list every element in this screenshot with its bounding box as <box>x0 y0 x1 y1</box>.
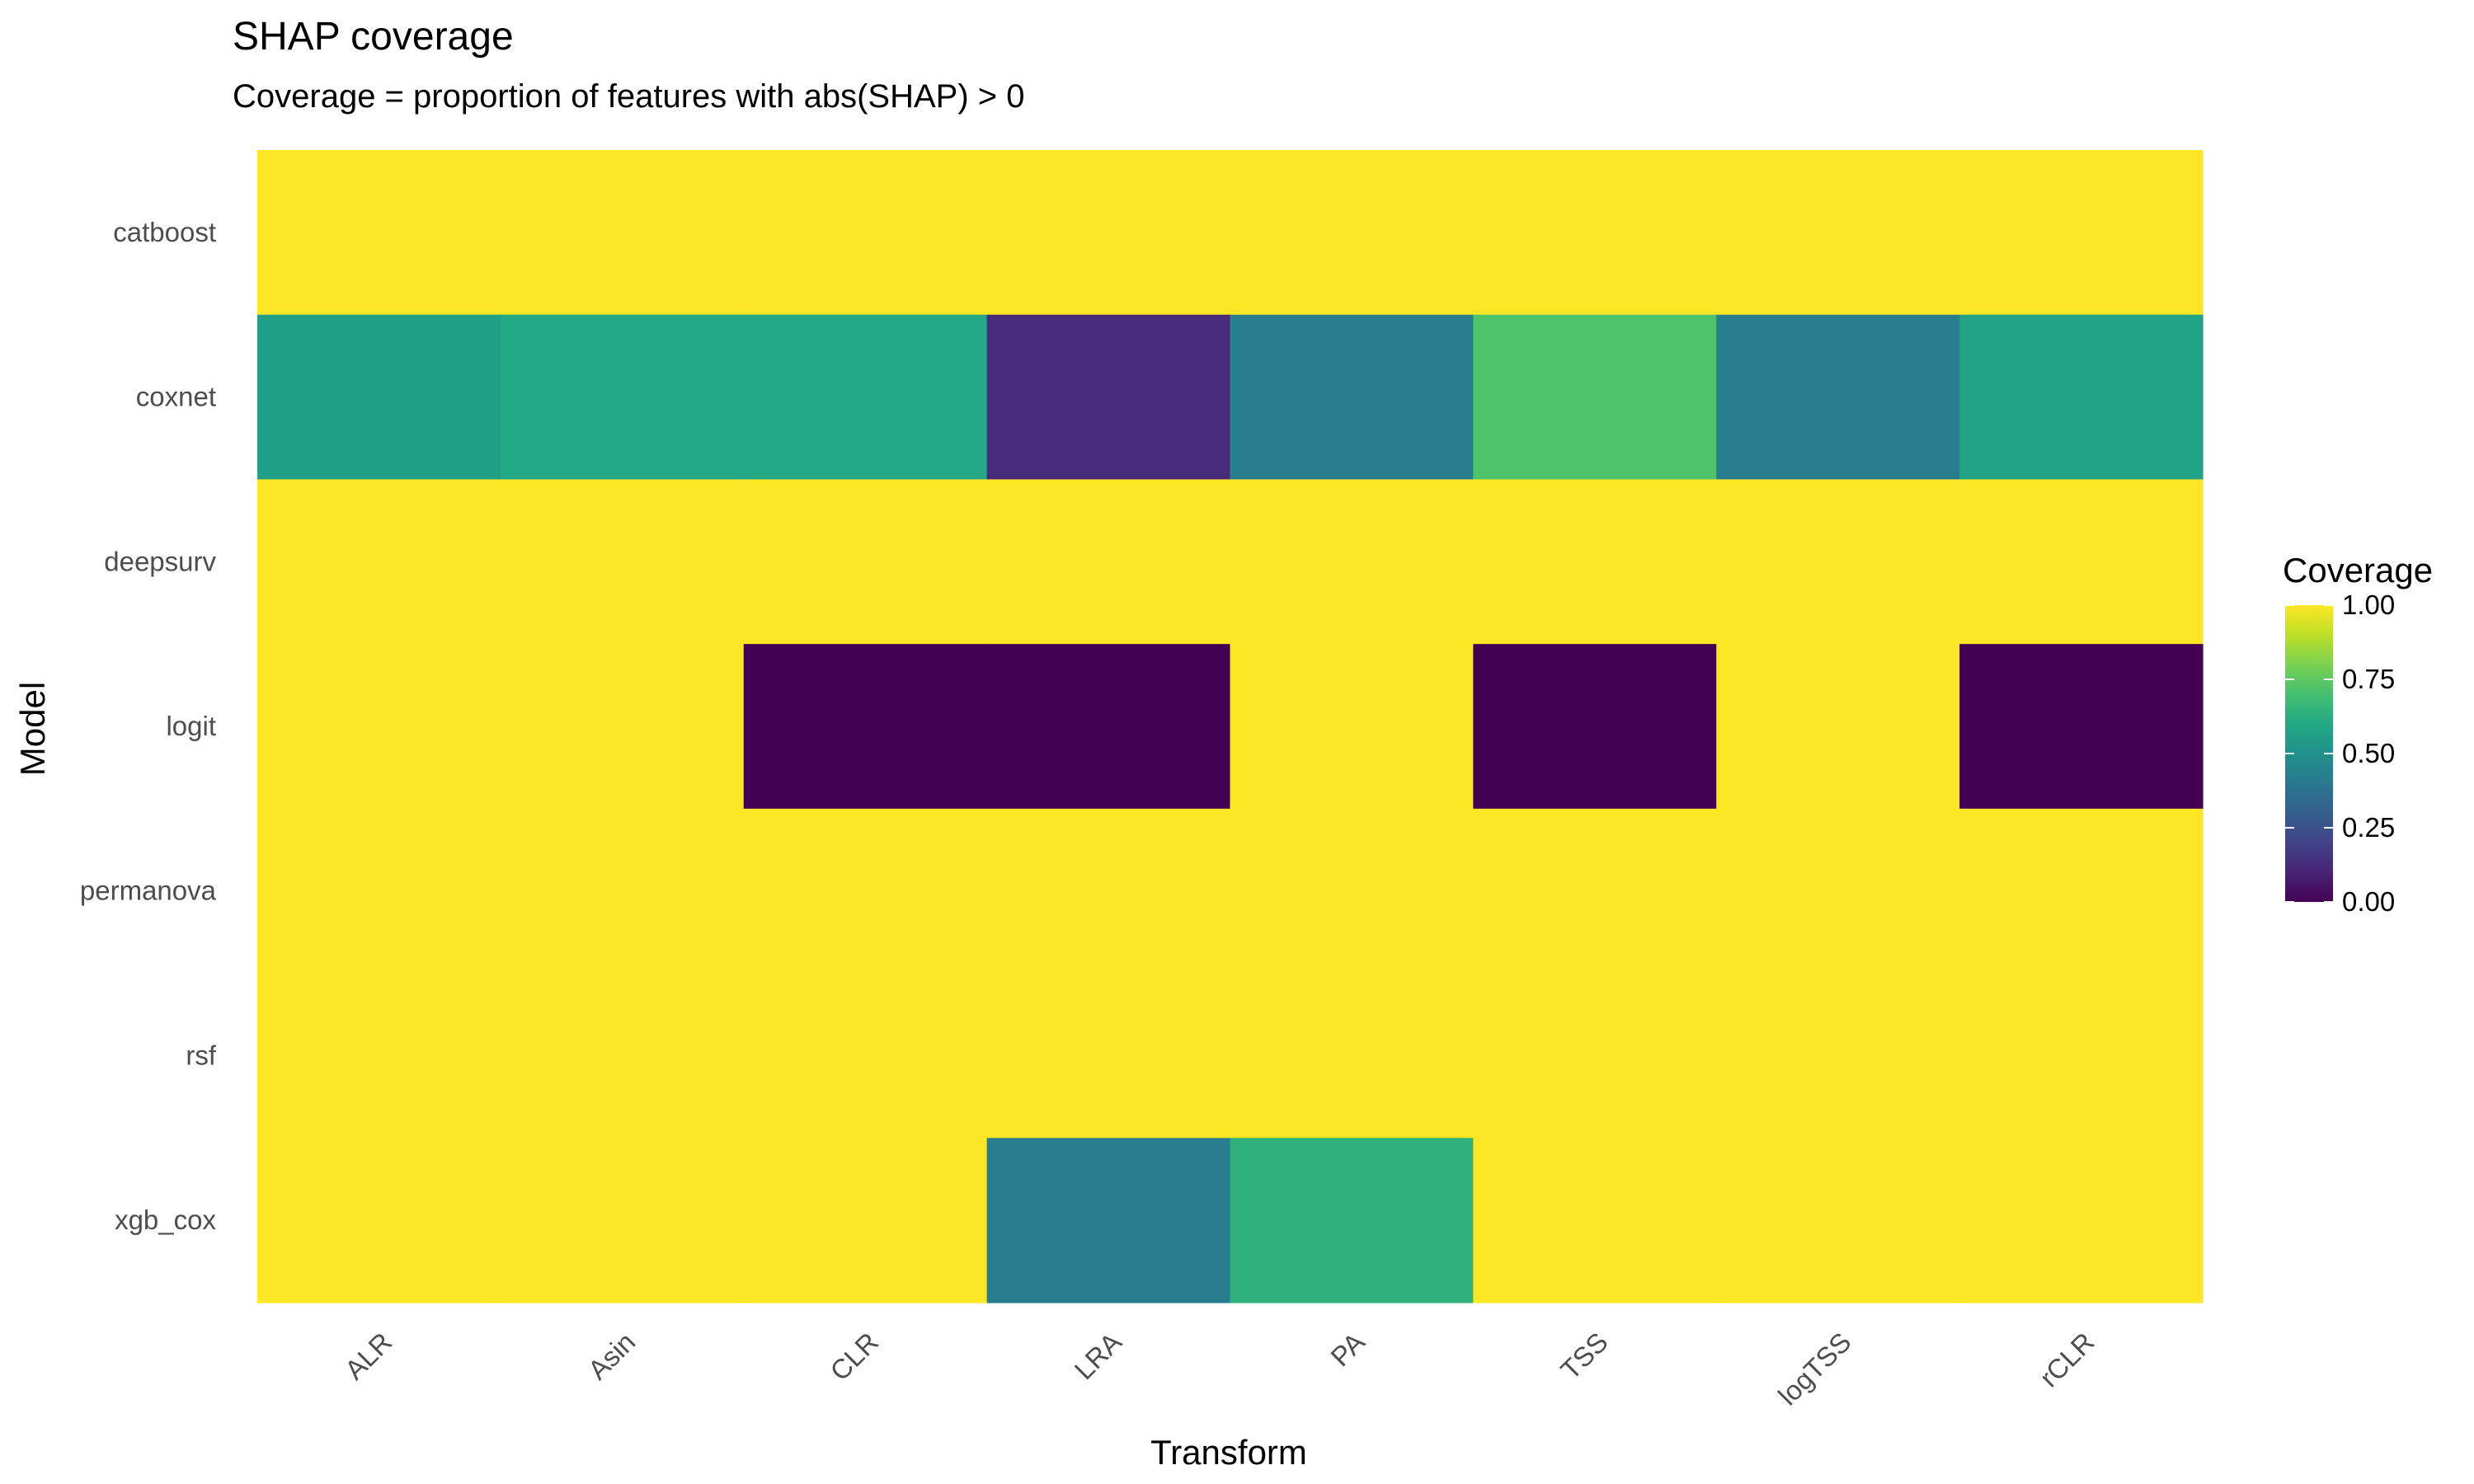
heatmap-cell-logit-logTSS <box>1716 644 1960 810</box>
heatmap-cell-coxnet-TSS <box>1473 314 1717 481</box>
heatmap-cell-coxnet-rCLR <box>1959 314 2204 481</box>
heatmap-cell-deepsurv-rCLR <box>1959 479 2204 645</box>
y-tick-label: xgb_cox <box>115 1205 216 1235</box>
x-tick-label: Asin <box>582 1327 642 1386</box>
heatmap-cell-deepsurv-CLR <box>743 479 988 645</box>
heatmap-cell-xgb_cox-PA <box>1230 1138 1474 1303</box>
heatmap-cell-coxnet-CLR <box>743 314 988 481</box>
heatmap-cell-logit-LRA <box>986 644 1231 810</box>
legend-tick-label: 1.00 <box>2342 589 2395 620</box>
heatmap-cell-logit-rCLR <box>1959 644 2204 810</box>
heatmap-cell-rsf-CLR <box>743 973 988 1139</box>
legend-tick-label: 0.00 <box>2342 886 2395 917</box>
x-tick-label: LRA <box>1068 1327 1127 1386</box>
heatmap-cell-xgb_cox-Asin <box>500 1138 745 1303</box>
heatmap-cell-deepsurv-LRA <box>986 479 1231 645</box>
x-tick-label: rCLR <box>2034 1327 2100 1393</box>
heatmap-cell-logit-TSS <box>1473 644 1717 810</box>
heatmap-cell-xgb_cox-ALR <box>257 1138 501 1303</box>
heatmap-cell-rsf-logTSS <box>1716 973 1960 1139</box>
heatmap-cell-permanova-Asin <box>500 808 745 974</box>
heatmap-cell-catboost-TSS <box>1473 150 1717 316</box>
legend-title: Coverage <box>2283 551 2433 589</box>
chart-subtitle: Coverage = proportion of features with a… <box>233 78 1025 115</box>
legend-ticks: 1.00 0.75 0.50 0.25 0.00 <box>2285 589 2395 917</box>
heatmap-cell-permanova-ALR <box>257 808 501 974</box>
heatmap-cells <box>257 150 2204 1303</box>
heatmap-cell-logit-CLR <box>743 644 988 810</box>
heatmap-cell-coxnet-PA <box>1230 314 1474 481</box>
heatmap-cell-coxnet-logTSS <box>1716 314 1960 481</box>
heatmap-cell-catboost-Asin <box>500 150 745 316</box>
heatmap-cell-logit-PA <box>1230 644 1474 810</box>
heatmap-cell-catboost-CLR <box>743 150 988 316</box>
heatmap-cell-rsf-TSS <box>1473 973 1717 1139</box>
heatmap-cell-logit-ALR <box>257 644 501 810</box>
legend-tick-label: 0.75 <box>2342 664 2395 694</box>
x-axis-title: Transform <box>1150 1433 1307 1472</box>
heatmap-cell-xgb_cox-LRA <box>986 1138 1231 1303</box>
legend: Coverage 1.00 0.75 0.50 0.25 0.00 <box>2283 551 2433 917</box>
heatmap-cell-catboost-ALR <box>257 150 501 316</box>
x-tick-label: TSS <box>1554 1327 1614 1386</box>
heatmap-cell-permanova-rCLR <box>1959 808 2204 974</box>
heatmap-cell-deepsurv-Asin <box>500 479 745 645</box>
heatmap-cell-catboost-LRA <box>986 150 1231 316</box>
heatmap-cell-coxnet-ALR <box>257 314 501 481</box>
heatmap-cell-permanova-logTSS <box>1716 808 1960 974</box>
heatmap-cell-catboost-PA <box>1230 150 1474 316</box>
x-tick-label: PA <box>1324 1327 1371 1373</box>
y-tick-label: logit <box>166 711 216 741</box>
legend-tick-label: 0.50 <box>2342 738 2395 768</box>
heatmap-cell-rsf-ALR <box>257 973 501 1139</box>
heatmap-cell-xgb_cox-TSS <box>1473 1138 1717 1303</box>
x-tick-labels: ALR Asin CLR LRA PA TSS logTSS rCLR <box>339 1327 2100 1411</box>
heatmap-cell-xgb_cox-rCLR <box>1959 1138 2204 1303</box>
y-tick-labels: catboost coxnet deepsurv logit permanova rsf x… <box>80 217 217 1235</box>
y-tick-label: catboost <box>113 217 216 247</box>
heatmap-cell-permanova-CLR <box>743 808 988 974</box>
heatmap-cell-rsf-rCLR <box>1959 973 2204 1139</box>
heatmap-cell-catboost-rCLR <box>1959 150 2204 316</box>
heatmap-cell-permanova-PA <box>1230 808 1474 974</box>
y-tick-label: coxnet <box>136 382 216 412</box>
heatmap-cell-logit-Asin <box>500 644 745 810</box>
heatmap-cell-permanova-LRA <box>986 808 1231 974</box>
x-tick-label: ALR <box>339 1327 398 1386</box>
y-tick-label: permanova <box>80 876 217 906</box>
heatmap-cell-deepsurv-TSS <box>1473 479 1717 645</box>
heatmap-cell-catboost-logTSS <box>1716 150 1960 316</box>
heatmap-cell-xgb_cox-logTSS <box>1716 1138 1960 1303</box>
heatmap-cell-rsf-PA <box>1230 973 1474 1139</box>
x-tick-label: logTSS <box>1772 1327 1857 1411</box>
heatmap-cell-coxnet-Asin <box>500 314 745 481</box>
heatmap-cell-xgb_cox-CLR <box>743 1138 988 1303</box>
y-tick-label: rsf <box>186 1040 216 1070</box>
heatmap-cell-permanova-TSS <box>1473 808 1717 974</box>
heatmap-cell-rsf-LRA <box>986 973 1231 1139</box>
x-tick-label: CLR <box>824 1327 884 1387</box>
legend-tick-label: 0.25 <box>2342 812 2395 843</box>
heatmap-cell-deepsurv-logTSS <box>1716 479 1960 645</box>
y-axis-title: Model <box>13 682 52 776</box>
heatmap-cell-deepsurv-PA <box>1230 479 1474 645</box>
y-tick-label: deepsurv <box>104 546 216 576</box>
chart-title: SHAP coverage <box>233 15 514 59</box>
heatmap-cell-coxnet-LRA <box>986 314 1231 481</box>
heatmap-cell-rsf-Asin <box>500 973 745 1139</box>
heatmap-cell-deepsurv-ALR <box>257 479 501 645</box>
